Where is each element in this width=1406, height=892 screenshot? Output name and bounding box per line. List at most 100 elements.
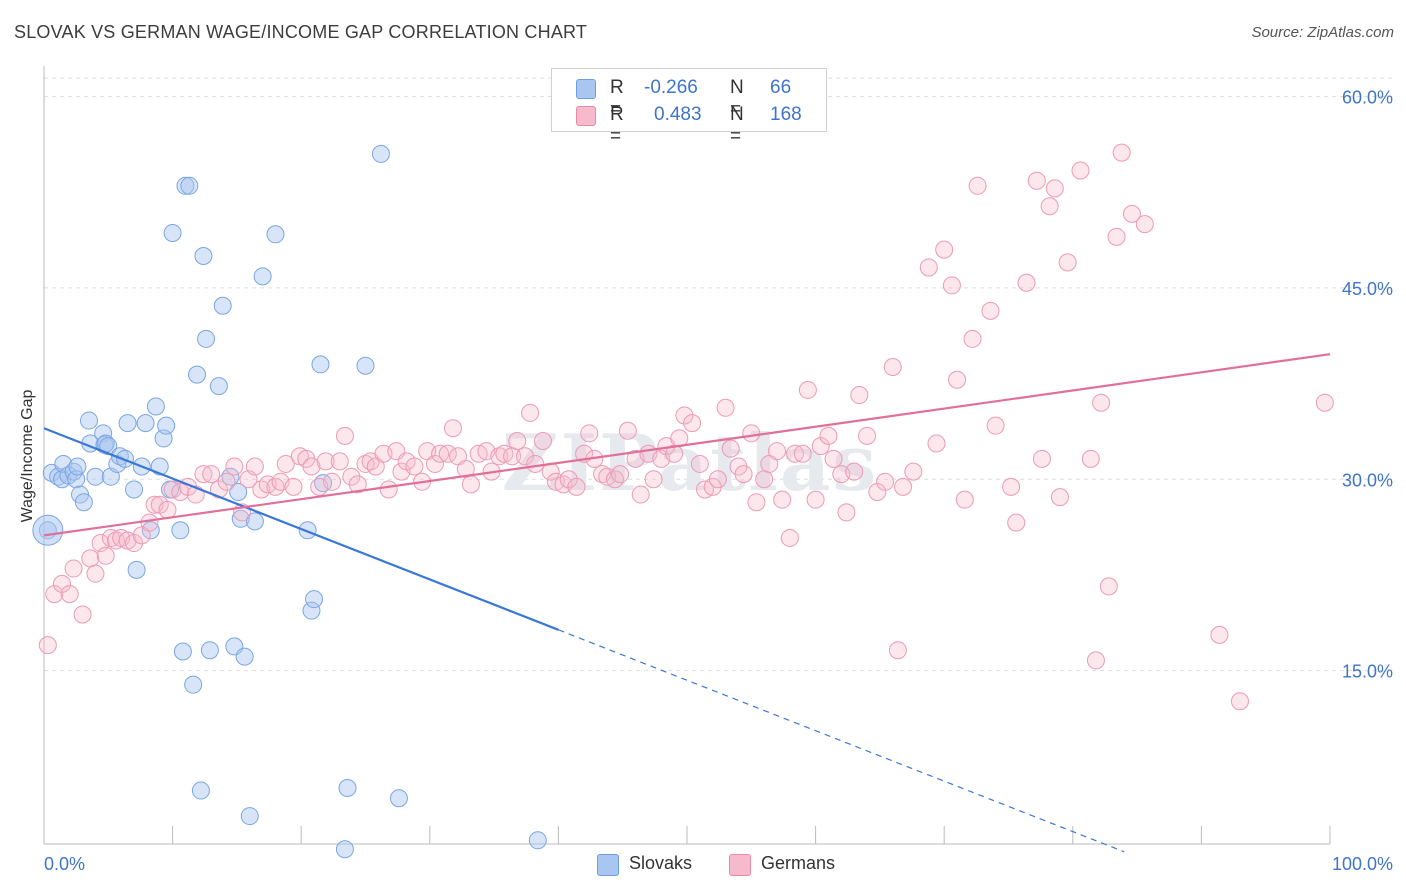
point-germans <box>38 636 57 655</box>
point-germans <box>806 490 825 509</box>
point-germans <box>461 475 480 494</box>
point-germans <box>515 447 534 466</box>
point-slovaks <box>528 831 547 850</box>
chart-source: Source: ZipAtlas.com <box>1251 24 1394 41</box>
point-germans <box>580 424 599 443</box>
point-slovaks <box>80 411 99 430</box>
point-germans <box>1007 513 1026 532</box>
point-germans <box>316 452 335 471</box>
point-slovaks <box>305 590 324 609</box>
point-germans <box>140 513 159 532</box>
point-germans <box>73 605 92 624</box>
point-germans <box>721 439 740 458</box>
point-germans <box>837 503 856 522</box>
point-germans <box>508 431 527 450</box>
point-germans <box>1099 577 1118 596</box>
point-germans <box>773 490 792 509</box>
point-germans <box>342 467 361 486</box>
point-slovaks <box>191 781 210 800</box>
point-germans <box>948 370 967 389</box>
point-germans <box>526 454 545 473</box>
point-germans <box>217 472 236 491</box>
point-germans <box>1032 449 1051 468</box>
point-slovaks <box>298 521 317 540</box>
point-slovaks <box>197 329 216 348</box>
point-slovaks <box>125 480 144 499</box>
point-germans <box>1050 488 1069 507</box>
point-germans <box>1040 197 1059 216</box>
point-germans <box>405 457 424 476</box>
trendline-germans <box>43 353 1331 537</box>
point-germans <box>1002 477 1021 496</box>
bottom-legend-label-germans: Germans <box>761 853 836 873</box>
point-germans <box>955 490 974 509</box>
point-slovaks <box>67 470 86 489</box>
point-germans <box>86 564 105 583</box>
point-germans <box>323 472 342 491</box>
point-slovaks <box>266 225 285 244</box>
point-germans <box>1081 449 1100 468</box>
point-germans <box>64 559 83 578</box>
point-germans <box>798 380 817 399</box>
point-germans <box>1086 651 1105 670</box>
point-slovaks <box>68 457 87 476</box>
point-germans <box>438 444 457 463</box>
point-slovaks <box>209 377 228 396</box>
point-germans <box>793 444 812 463</box>
point-germans <box>1017 273 1036 292</box>
point-germans <box>158 500 177 519</box>
point-germans <box>225 457 244 476</box>
point-germans <box>819 426 838 445</box>
point-germans <box>1107 227 1126 246</box>
point-slovaks <box>371 144 390 163</box>
point-germans <box>644 470 663 489</box>
point-germans <box>618 421 637 440</box>
point-germans <box>904 462 923 481</box>
point-germans <box>919 258 938 277</box>
point-germans <box>559 470 578 489</box>
point-germans <box>935 240 954 259</box>
point-germans <box>786 444 805 463</box>
y-tick-label: 15.0% <box>1342 662 1393 682</box>
point-germans <box>45 585 64 604</box>
point-germans <box>443 419 462 438</box>
point-slovaks <box>194 246 213 265</box>
point-slovaks <box>240 807 259 826</box>
point-germans <box>567 477 586 496</box>
point-slovaks <box>229 483 248 502</box>
point-slovaks <box>127 560 146 579</box>
point-slovaks <box>146 397 165 416</box>
x-tick-label: 0.0% <box>44 854 85 874</box>
point-germans <box>96 546 115 565</box>
point-slovaks <box>335 840 354 859</box>
point-germans <box>356 454 375 473</box>
point-slovaks <box>184 675 203 694</box>
point-germans <box>276 454 295 473</box>
point-germans <box>81 549 100 568</box>
point-slovaks <box>54 454 73 473</box>
point-germans <box>490 447 509 466</box>
point-slovaks <box>213 296 232 315</box>
point-slovaks-large <box>32 514 64 546</box>
y-tick-label: 45.0% <box>1342 279 1393 299</box>
bottom-legend-label-slovaks: Slovaks <box>629 853 693 873</box>
point-slovaks <box>302 601 321 620</box>
point-germans <box>53 574 72 593</box>
point-germans <box>1092 393 1111 412</box>
y-tick-label: 60.0% <box>1342 88 1393 108</box>
point-germans <box>868 483 887 502</box>
point-germans <box>942 276 961 295</box>
point-germans <box>894 477 913 496</box>
point-germans <box>330 452 349 471</box>
point-germans <box>1122 204 1141 223</box>
legend-n-label: N = <box>730 77 744 120</box>
point-germans <box>876 472 895 491</box>
trendline-slovaks <box>43 427 559 631</box>
point-germans <box>845 462 864 481</box>
point-germans <box>716 398 735 417</box>
point-germans <box>1071 161 1090 180</box>
point-germans <box>348 475 367 494</box>
point-germans <box>425 454 444 473</box>
point-slovaks <box>389 789 408 808</box>
